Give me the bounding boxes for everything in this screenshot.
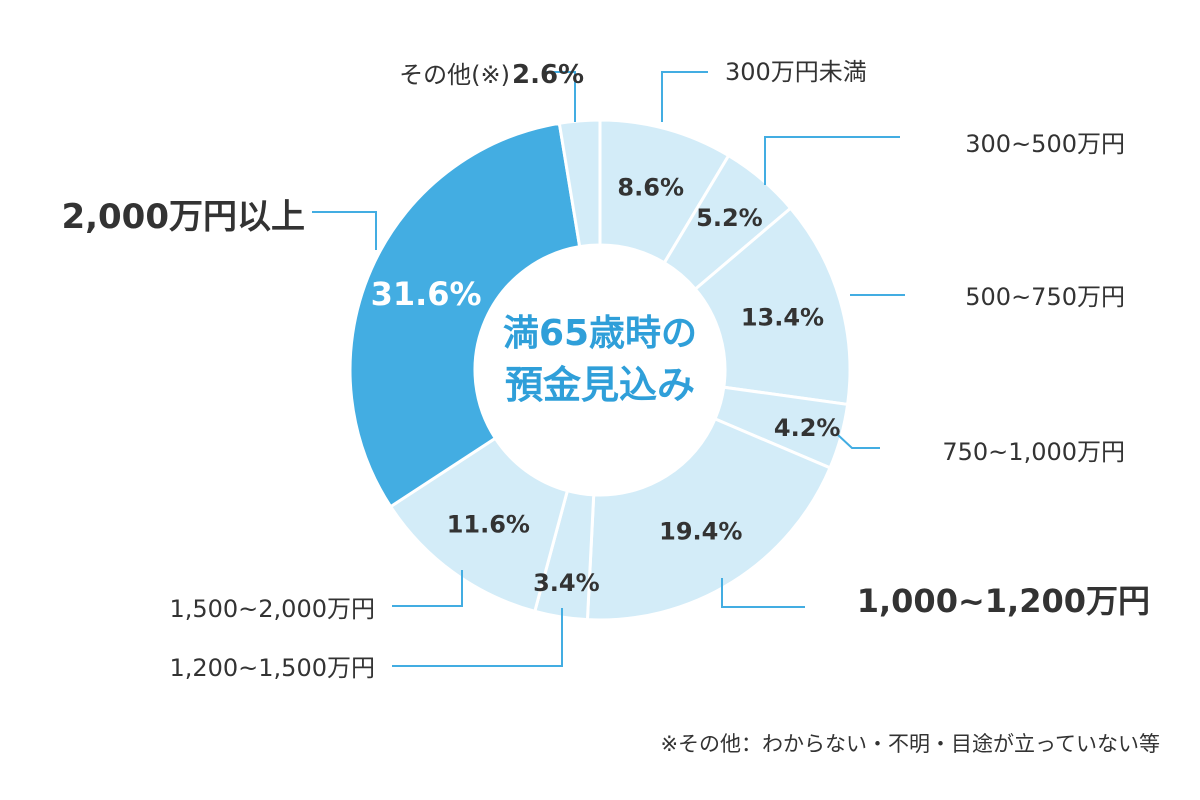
slice-percent-6: 3.4% bbox=[533, 569, 600, 597]
leader-lines bbox=[312, 71, 905, 667]
slice-label-5: 1,000~1,200万円 bbox=[857, 582, 1150, 620]
slice-percent-3: 13.4% bbox=[741, 304, 824, 332]
slice-percent-2: 5.2% bbox=[696, 204, 763, 232]
slice-label-8: 2,000万円以上 bbox=[61, 197, 305, 237]
slice-percent-7: 11.6% bbox=[447, 510, 530, 538]
slice-label-1: 300万円未満 bbox=[725, 58, 867, 86]
slice-percent-1: 8.6% bbox=[617, 174, 684, 202]
donut-slices bbox=[348, 118, 852, 622]
slice-label-4: 750~1,000万円 bbox=[942, 438, 1125, 466]
leader-line-7 bbox=[392, 570, 463, 607]
slice-8 bbox=[348, 121, 582, 509]
leader-line-4 bbox=[837, 434, 880, 449]
footnote: ※その他：わからない・不明・目途が立っていない等 bbox=[660, 732, 1160, 756]
leader-line-2 bbox=[764, 136, 900, 185]
slice-percent-5: 19.4% bbox=[659, 518, 742, 546]
other-percent-outside: 2.6% bbox=[512, 60, 584, 90]
center-title: 満65歳時の 預金見込み bbox=[503, 313, 697, 407]
leader-line-5 bbox=[721, 578, 805, 608]
slice-percent-4: 4.2% bbox=[774, 414, 841, 442]
slice-label-2: 300~500万円 bbox=[965, 130, 1125, 158]
center-title-line-1: 満65歳時の bbox=[503, 313, 697, 354]
leader-line-9 bbox=[545, 71, 576, 122]
slice-5 bbox=[585, 416, 833, 622]
leader-line-1 bbox=[661, 71, 708, 122]
slice-labels: 8.6% 5.2% 13.4% 4.2% 19.4% 3.4% 11.6% 31.6% 2.6%… bbox=[61, 58, 1150, 682]
slice-label-9: その他(※) bbox=[399, 61, 510, 89]
slice-label-3: 500~750万円 bbox=[965, 283, 1125, 311]
slice-label-6: 1,200~1,500万円 bbox=[169, 654, 375, 682]
slice-9 bbox=[557, 118, 602, 249]
leader-line-8 bbox=[312, 211, 377, 250]
slice-percent-8: 31.6% bbox=[371, 275, 482, 313]
slice-label-7: 1,500~2,000万円 bbox=[169, 595, 375, 623]
leader-line-6 bbox=[392, 608, 563, 667]
center-title-line-2: 預金見込み bbox=[505, 363, 695, 407]
